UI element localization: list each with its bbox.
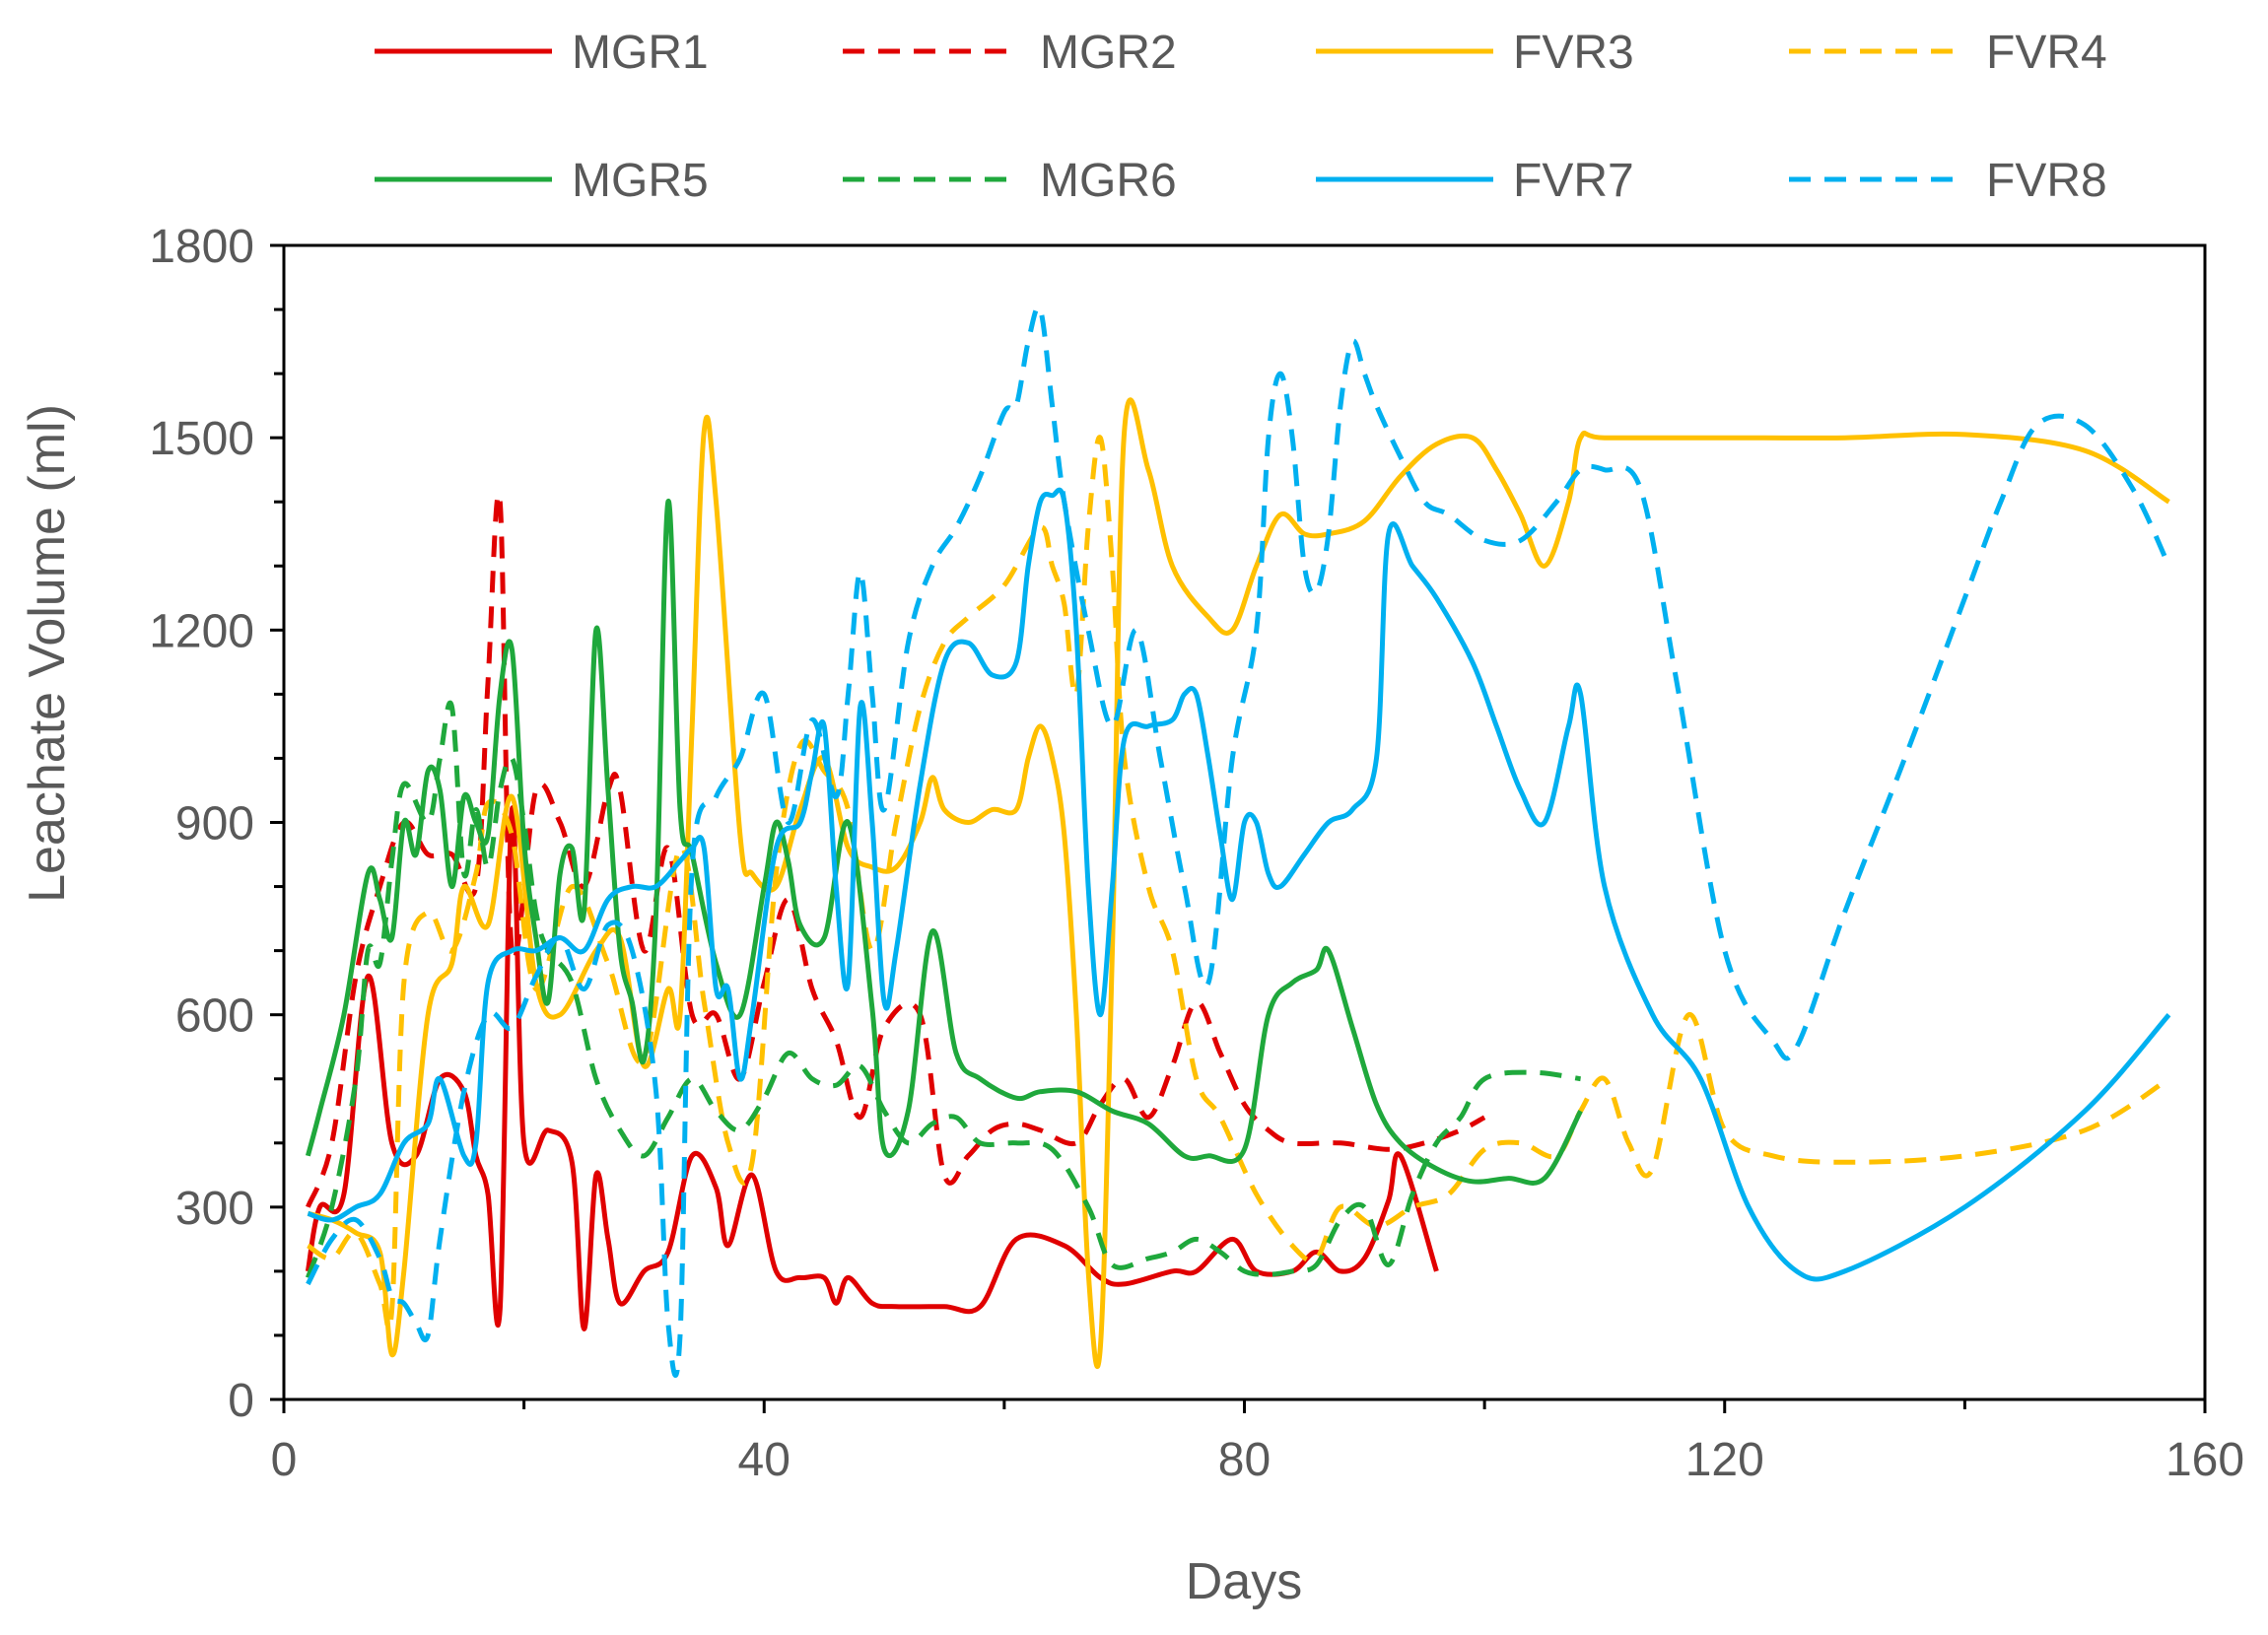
legend-label-fvr7: FVR7 (1513, 155, 1634, 207)
y-tick-label: 0 (228, 1375, 254, 1427)
x-axis-title: Days (1186, 1553, 1302, 1610)
series-line-fvr3 (307, 397, 2170, 1369)
y-tick-label: 900 (175, 798, 254, 851)
series-line-mgr6 (306, 700, 1581, 1279)
axes: 0 40 80 120 160 0 300 600 900 1200 1500 1800 (149, 221, 2244, 1486)
series-line-fvr7 (307, 487, 2171, 1282)
legend-label-mgr6: MGR6 (1040, 155, 1177, 207)
legend-label-fvr4: FVR4 (1986, 27, 2107, 79)
x-tick-label: 0 (271, 1434, 298, 1486)
x-tick-label: 40 (738, 1434, 790, 1486)
y-tick-label: 1200 (149, 605, 254, 657)
x-tick-label: 80 (1218, 1434, 1271, 1486)
y-tick-label: 1800 (149, 221, 254, 273)
legend-label-mgr2: MGR2 (1040, 27, 1177, 79)
y-tick-label: 1500 (149, 413, 254, 465)
legend-label-mgr5: MGR5 (572, 155, 709, 207)
legend-label-fvr8: FVR8 (1986, 155, 2107, 207)
series-line-mgr1 (305, 805, 1439, 1331)
plot-series (305, 305, 2171, 1379)
legend-label-mgr1: MGR1 (572, 27, 709, 79)
series-line-mgr2 (306, 491, 1486, 1208)
y-tick-label: 600 (175, 990, 254, 1043)
legend-label-fvr3: FVR3 (1513, 27, 1634, 79)
series-line-fvr8 (306, 305, 2171, 1379)
y-tick-label: 300 (175, 1183, 254, 1235)
x-tick-label: 120 (1685, 1434, 1764, 1486)
legend: MGR1 MGR2 FVR3 FVR4 MGR5 MGR6 FVR7 FVR8 (375, 27, 2107, 207)
series-line-mgr5 (305, 499, 1583, 1186)
y-axis-title: Leachate Volume (ml) (19, 404, 76, 903)
x-tick-label: 160 (2165, 1434, 2244, 1486)
